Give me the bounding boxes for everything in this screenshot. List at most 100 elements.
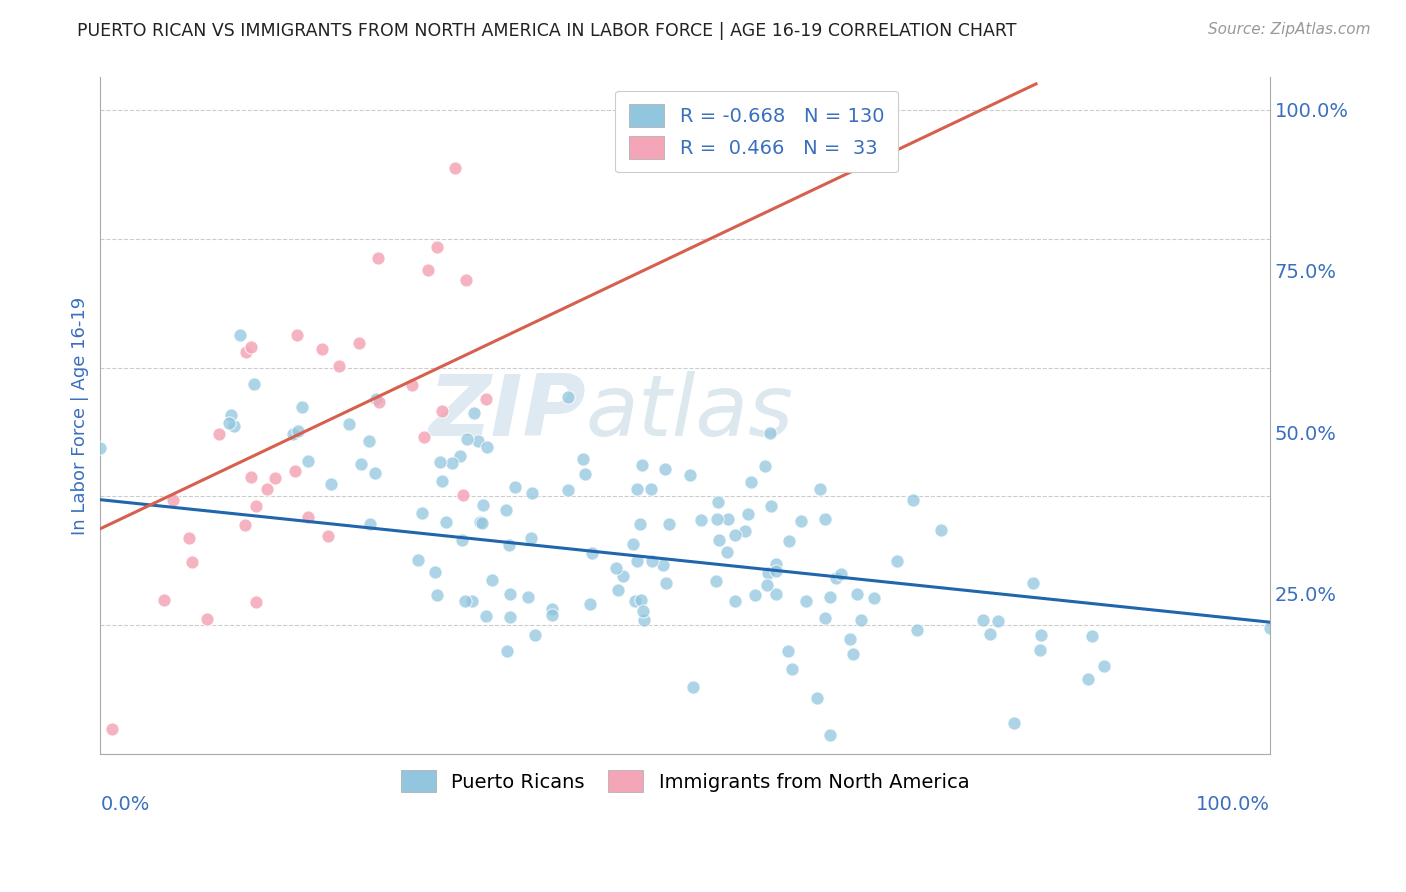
Point <box>631 458 654 472</box>
Point <box>456 432 478 446</box>
Point <box>441 456 464 470</box>
Text: atlas: atlas <box>586 371 794 454</box>
Point <box>605 561 627 575</box>
Point <box>426 240 449 254</box>
Point <box>224 418 246 433</box>
Point <box>706 512 728 526</box>
Point <box>297 510 319 524</box>
Point <box>581 547 603 561</box>
Point <box>350 457 373 471</box>
Point <box>239 340 262 354</box>
Point <box>723 593 745 607</box>
Point <box>471 516 494 531</box>
Point <box>434 516 457 530</box>
Point <box>499 609 522 624</box>
Point <box>901 493 924 508</box>
Point <box>905 623 928 637</box>
Point <box>630 592 652 607</box>
Point <box>624 594 647 608</box>
Point <box>756 578 779 592</box>
Point <box>423 565 446 579</box>
Point <box>357 434 380 448</box>
Point <box>640 482 662 496</box>
Point <box>429 455 451 469</box>
Point <box>572 451 595 466</box>
Point <box>516 590 538 604</box>
Point <box>321 477 343 491</box>
Point <box>765 564 787 578</box>
Point <box>475 609 498 624</box>
Point <box>359 516 381 531</box>
Point <box>443 161 465 175</box>
Point <box>481 573 503 587</box>
Point <box>245 595 267 609</box>
Point <box>101 722 124 736</box>
Point <box>460 594 482 608</box>
Point <box>1029 628 1052 642</box>
Point <box>503 479 526 493</box>
Point <box>972 613 994 627</box>
Point <box>281 427 304 442</box>
Point <box>297 454 319 468</box>
Point <box>633 613 655 627</box>
Point <box>453 594 475 608</box>
Point <box>690 513 713 527</box>
Point <box>1092 659 1115 673</box>
Point <box>367 251 389 265</box>
Point <box>337 417 360 432</box>
Point <box>318 528 340 542</box>
Point <box>418 262 440 277</box>
Point <box>626 554 648 568</box>
Point <box>780 662 803 676</box>
Point <box>245 499 267 513</box>
Point <box>364 467 387 481</box>
Point <box>631 604 654 618</box>
Point <box>1021 576 1043 591</box>
Point <box>814 611 837 625</box>
Point <box>612 569 634 583</box>
Point <box>162 493 184 508</box>
Point <box>219 408 242 422</box>
Point <box>886 554 908 568</box>
Point <box>682 680 704 694</box>
Point <box>658 516 681 531</box>
Point <box>778 644 800 658</box>
Point <box>758 425 780 440</box>
Point <box>842 648 865 662</box>
Point <box>1028 642 1050 657</box>
Point <box>495 503 517 517</box>
Point <box>235 345 257 359</box>
Point <box>290 400 312 414</box>
Text: 100.0%: 100.0% <box>1197 795 1270 814</box>
Point <box>284 464 307 478</box>
Point <box>651 558 673 573</box>
Text: PUERTO RICAN VS IMMIGRANTS FROM NORTH AMERICA IN LABOR FORCE | AGE 16-19 CORRELA: PUERTO RICAN VS IMMIGRANTS FROM NORTH AM… <box>77 22 1017 40</box>
Text: Source: ZipAtlas.com: Source: ZipAtlas.com <box>1208 22 1371 37</box>
Point <box>758 566 780 581</box>
Point <box>499 587 522 601</box>
Point <box>430 475 453 489</box>
Point <box>846 587 869 601</box>
Point <box>655 576 678 591</box>
Point <box>426 589 449 603</box>
Point <box>229 328 252 343</box>
Point <box>475 392 498 406</box>
Point <box>557 390 579 404</box>
Point <box>557 483 579 497</box>
Point <box>472 498 495 512</box>
Point <box>263 471 285 485</box>
Point <box>496 644 519 658</box>
Point <box>456 273 478 287</box>
Point <box>621 537 644 551</box>
Point <box>453 487 475 501</box>
Point <box>818 728 841 742</box>
Point <box>432 404 454 418</box>
Point <box>849 613 872 627</box>
Point <box>475 440 498 454</box>
Point <box>311 342 333 356</box>
Point <box>740 475 762 490</box>
Point <box>1002 716 1025 731</box>
Point <box>654 462 676 476</box>
Text: ZIP: ZIP <box>427 371 586 454</box>
Point <box>818 590 841 604</box>
